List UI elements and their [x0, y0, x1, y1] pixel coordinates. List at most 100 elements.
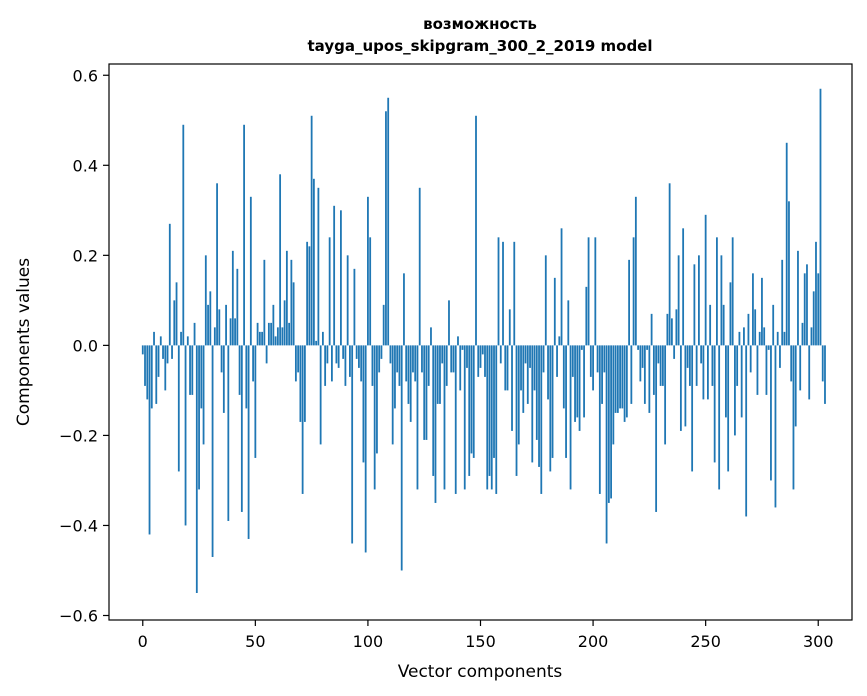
- bar-292: [799, 345, 802, 391]
- bar-110: [389, 345, 392, 364]
- bar-197: [585, 286, 588, 346]
- bar-167: [517, 345, 520, 445]
- bar-227: [652, 345, 655, 395]
- bar-102: [371, 345, 374, 386]
- bar-121: [414, 345, 417, 382]
- bar-211: [616, 345, 619, 413]
- y-tick-label: 0.2: [73, 246, 98, 265]
- x-tick-label: 100: [353, 632, 384, 651]
- bar-213: [621, 345, 624, 409]
- bar-195: [580, 345, 583, 350]
- bar-132: [439, 345, 441, 404]
- bar-17: [180, 331, 182, 346]
- bar-168: [520, 345, 522, 391]
- bar-151: [481, 345, 484, 355]
- bar-180: [547, 345, 549, 400]
- bar-216: [628, 259, 630, 346]
- bar-215: [625, 345, 628, 418]
- bar-95: [355, 345, 358, 359]
- bar-50: [254, 345, 257, 458]
- bar-240: [682, 228, 685, 346]
- bar-101: [369, 237, 372, 346]
- bar-127: [427, 345, 430, 386]
- bar-152: [484, 345, 486, 377]
- bar-115: [400, 345, 403, 571]
- bar-138: [452, 345, 455, 373]
- bar-203: [598, 345, 601, 494]
- bar-276: [763, 327, 766, 346]
- bar-48: [249, 196, 252, 346]
- bar-series: [141, 88, 826, 593]
- bar-27: [202, 345, 205, 445]
- bar-135: [445, 345, 448, 386]
- bar-144: [466, 345, 468, 368]
- bar-122: [416, 345, 419, 490]
- bar-264: [736, 345, 739, 386]
- bar-242: [686, 345, 689, 368]
- bar-247: [698, 255, 700, 346]
- bar-23: [193, 322, 196, 346]
- bar-118: [407, 345, 410, 404]
- bar-106: [380, 345, 383, 359]
- bar-157: [495, 345, 498, 494]
- bar-222: [641, 345, 644, 368]
- bar-28: [204, 255, 207, 346]
- bar-206: [605, 345, 608, 544]
- y-tick-label: −0.2: [59, 426, 98, 445]
- bar-60: [276, 327, 279, 346]
- bar-47: [247, 345, 250, 539]
- bar-221: [639, 345, 642, 382]
- bar-19: [184, 345, 187, 526]
- bar-291: [797, 250, 799, 346]
- bar-4: [150, 345, 153, 409]
- bar-189: [567, 300, 570, 346]
- bar-147: [472, 345, 475, 458]
- bar-176: [538, 345, 540, 467]
- bar-1: [144, 345, 146, 386]
- bar-119: [409, 345, 412, 422]
- x-tick-label: 0: [138, 632, 148, 651]
- bar-69: [297, 345, 300, 373]
- bar-287: [788, 201, 790, 346]
- bar-109: [387, 97, 390, 346]
- bar-202: [596, 345, 599, 373]
- bar-171: [526, 345, 529, 404]
- bar-14: [173, 300, 176, 346]
- bar-148: [475, 115, 477, 346]
- bar-262: [731, 237, 734, 346]
- bar-11: [166, 345, 169, 364]
- bar-80: [321, 331, 324, 346]
- bar-40: [231, 250, 234, 346]
- bar-290: [794, 345, 797, 427]
- bar-225: [648, 345, 651, 413]
- bar-238: [677, 255, 680, 346]
- bar-77: [315, 340, 318, 346]
- bar-159: [499, 345, 502, 364]
- bar-74: [308, 246, 311, 346]
- bar-271: [752, 273, 754, 346]
- bar-191: [571, 345, 574, 377]
- bar-224: [646, 345, 649, 350]
- bar-296: [808, 345, 811, 400]
- x-axis-ticks: 0 50 100 150 200 250 300: [138, 620, 834, 651]
- bar-163: [508, 309, 511, 346]
- bar-73: [306, 241, 309, 346]
- bar-59: [274, 336, 277, 346]
- bar-169: [522, 345, 525, 413]
- bar-250: [704, 214, 707, 346]
- bar-261: [729, 282, 732, 346]
- bar-254: [713, 345, 716, 463]
- bar-7: [157, 345, 160, 377]
- bar-226: [650, 313, 653, 346]
- x-tick-label: 50: [245, 632, 265, 651]
- bar-30: [209, 291, 212, 346]
- bar-153: [486, 345, 489, 490]
- bar-294: [803, 273, 806, 346]
- bar-178: [542, 345, 545, 373]
- bar-155: [490, 345, 493, 490]
- bar-181: [549, 345, 552, 472]
- bar-105: [378, 345, 381, 373]
- bar-128: [430, 327, 432, 346]
- bar-130: [434, 345, 437, 503]
- bar-267: [743, 327, 745, 346]
